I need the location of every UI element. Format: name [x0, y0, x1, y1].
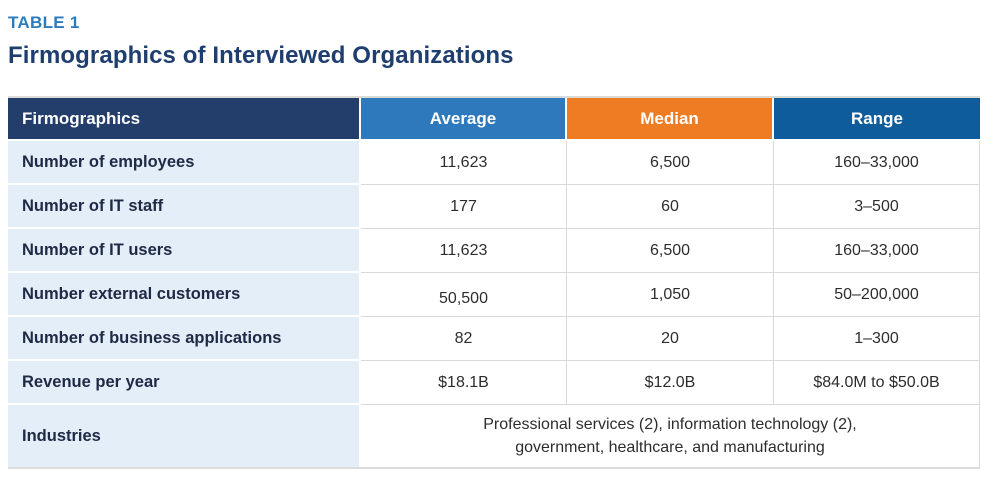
cell-average: 177 — [361, 185, 567, 229]
row-label: Revenue per year — [8, 361, 361, 405]
cell-range: 3–500 — [774, 185, 980, 229]
row-label: Industries — [8, 405, 361, 467]
cell-average: 11,623 — [361, 141, 567, 185]
table-row: Number of business applications 82 20 1–… — [8, 317, 980, 361]
cell-median: $12.0B — [567, 361, 774, 405]
table-row: Number of IT users 11,623 6,500 160–33,0… — [8, 229, 980, 273]
table-header-row: Firmographics Average Median Range — [8, 98, 980, 141]
table-row: Number external customers 50,500 1,050 5… — [8, 273, 980, 317]
column-header-average: Average — [361, 98, 567, 141]
cell-average: $18.1B — [361, 361, 567, 405]
table-number-label: TABLE 1 — [8, 13, 80, 32]
cell-range: 50–200,000 — [774, 273, 980, 317]
row-label: Number of IT staff — [8, 185, 361, 229]
cell-average: 82 — [361, 317, 567, 361]
cell-average: 11,623 — [361, 229, 567, 273]
industries-line-1: Professional services (2), information t… — [483, 416, 857, 433]
table-row: Number of employees 11,623 6,500 160–33,… — [8, 141, 980, 185]
cell-range: 160–33,000 — [774, 229, 980, 273]
table-row: Number of IT staff 177 60 3–500 — [8, 185, 980, 229]
table-row-industries: Industries Professional services (2), in… — [8, 405, 980, 467]
cell-average-value: 50,500 — [439, 289, 488, 307]
cell-median: 60 — [567, 185, 774, 229]
row-label: Number of business applications — [8, 317, 361, 361]
column-header-firmographics: Firmographics — [8, 98, 361, 141]
cell-range: 160–33,000 — [774, 141, 980, 185]
row-label: Number of IT users — [8, 229, 361, 273]
table-row: Revenue per year $18.1B $12.0B $84.0M to… — [8, 361, 980, 405]
cell-median: 6,500 — [567, 141, 774, 185]
firmographics-table: Firmographics Average Median Range Numbe… — [8, 96, 980, 469]
column-header-median: Median — [567, 98, 774, 141]
row-label: Number of employees — [8, 141, 361, 185]
cell-median: 1,050 — [567, 273, 774, 317]
cell-average: 50,500 — [361, 273, 567, 317]
industries-line-2: government, healthcare, and manufacturin… — [515, 439, 825, 456]
column-header-range: Range — [774, 98, 980, 141]
cell-industries: Professional services (2), information t… — [361, 405, 980, 467]
cell-median: 6,500 — [567, 229, 774, 273]
page-title: Firmographics of Interviewed Organizatio… — [8, 42, 514, 69]
cell-range: $84.0M to $50.0B — [774, 361, 980, 405]
cell-range: 1–300 — [774, 317, 980, 361]
cell-median: 20 — [567, 317, 774, 361]
row-label: Number external customers — [8, 273, 361, 317]
